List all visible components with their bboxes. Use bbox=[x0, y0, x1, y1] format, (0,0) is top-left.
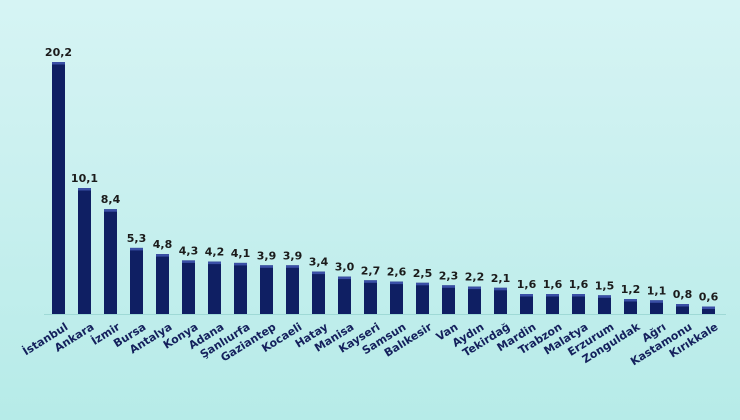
bar bbox=[182, 260, 195, 314]
bar bbox=[52, 62, 65, 314]
value-label: 4,8 bbox=[153, 238, 173, 251]
bar-top-highlight bbox=[676, 304, 689, 307]
bar-top-highlight bbox=[312, 271, 325, 275]
bar bbox=[520, 294, 533, 314]
value-label: 2,5 bbox=[413, 267, 433, 280]
bar-top-highlight bbox=[156, 254, 169, 257]
bar-top-highlight bbox=[546, 294, 559, 297]
bar-top-highlight bbox=[104, 209, 117, 212]
bar-top-highlight bbox=[286, 265, 299, 268]
bar bbox=[234, 262, 247, 314]
value-label: 2,7 bbox=[361, 264, 381, 277]
bar bbox=[338, 276, 351, 314]
bar bbox=[130, 247, 143, 314]
value-label: 3,9 bbox=[283, 249, 303, 262]
bar bbox=[494, 287, 507, 314]
bar bbox=[650, 300, 663, 314]
value-label: 5,3 bbox=[127, 232, 147, 245]
bar bbox=[208, 261, 221, 314]
value-label: 4,1 bbox=[231, 247, 251, 260]
bar bbox=[546, 294, 559, 314]
value-labels-group: 20,2 10,18,4 5,3 4,8 4,3 4,2 4,1 3,9 3,9 3,4 3,0 2,… bbox=[45, 46, 719, 304]
bar-top-highlight bbox=[650, 300, 663, 303]
bar-top-highlight bbox=[364, 280, 377, 283]
bar bbox=[468, 286, 481, 314]
bar bbox=[624, 299, 637, 314]
value-label: 2,2 bbox=[465, 271, 485, 284]
bar-top-highlight bbox=[702, 306, 715, 309]
bar bbox=[702, 306, 715, 314]
bar-top-highlight bbox=[598, 295, 611, 298]
bar bbox=[442, 285, 455, 314]
value-label: 4,2 bbox=[205, 246, 225, 259]
value-label: 1,5 bbox=[595, 279, 615, 292]
bar-top-highlight bbox=[416, 282, 429, 286]
bar-top-highlight bbox=[442, 285, 455, 288]
bar-top-highlight bbox=[208, 261, 221, 265]
bar bbox=[104, 209, 117, 314]
value-label: 10,1 bbox=[71, 172, 98, 185]
bar-top-highlight bbox=[234, 262, 247, 266]
bar-top-highlight bbox=[182, 260, 195, 263]
value-label: 2,1 bbox=[491, 272, 511, 285]
value-label: 2,3 bbox=[439, 269, 459, 282]
bar-top-highlight bbox=[338, 276, 351, 280]
value-label: 3,9 bbox=[257, 249, 277, 262]
bar-top-highlight bbox=[572, 294, 585, 297]
value-label: 1,6 bbox=[517, 278, 537, 291]
bar bbox=[260, 265, 273, 314]
bar bbox=[78, 188, 91, 314]
value-label: 3,4 bbox=[309, 256, 329, 269]
value-label: 1,1 bbox=[647, 284, 667, 297]
value-label: 4,3 bbox=[179, 244, 199, 257]
bar bbox=[312, 271, 325, 314]
bar bbox=[676, 304, 689, 314]
value-label: 1,6 bbox=[543, 278, 563, 291]
bar bbox=[598, 295, 611, 314]
bar bbox=[156, 254, 169, 314]
bar-top-highlight bbox=[390, 281, 403, 285]
bar-top-highlight bbox=[494, 287, 507, 291]
bar-top-highlight bbox=[624, 299, 637, 302]
value-label: 2,6 bbox=[387, 266, 407, 279]
bar-top-highlight bbox=[78, 188, 91, 191]
value-label: 8,4 bbox=[101, 193, 121, 206]
bar-top-highlight bbox=[520, 294, 533, 297]
bar bbox=[364, 280, 377, 314]
value-label: 3,0 bbox=[335, 261, 355, 274]
value-label: 0,6 bbox=[699, 291, 719, 304]
bar-top-highlight bbox=[130, 247, 143, 251]
bar bbox=[572, 294, 585, 314]
value-label: 20,2 bbox=[45, 46, 72, 59]
bar bbox=[286, 265, 299, 314]
bars-group bbox=[52, 62, 715, 314]
bar-top-highlight bbox=[468, 286, 481, 290]
bar bbox=[390, 281, 403, 314]
category-labels-group: İstanbulAnkaraİzmirBursaAntalyaKonyaAdan… bbox=[20, 319, 720, 368]
value-label: 0,8 bbox=[673, 288, 693, 301]
value-label: 1,6 bbox=[569, 278, 589, 291]
bar-top-highlight bbox=[52, 62, 65, 65]
value-label: 1,2 bbox=[621, 283, 641, 296]
bar bbox=[416, 282, 429, 314]
bar-top-highlight bbox=[260, 265, 273, 268]
